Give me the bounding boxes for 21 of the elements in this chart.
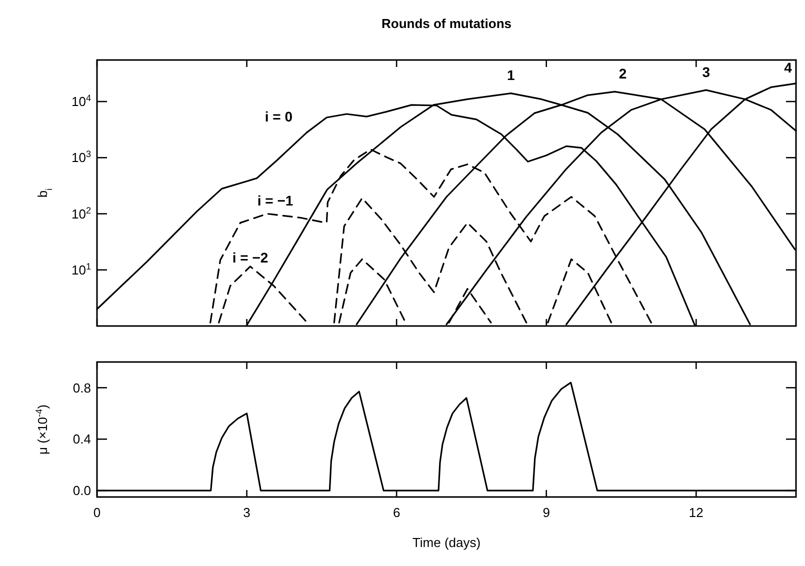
x-tick-label: 6 bbox=[392, 505, 400, 520]
series-label: 4 bbox=[784, 59, 792, 76]
y-tick-label: 10$^{2}$ bbox=[71, 205, 91, 222]
series-label: i = −1 bbox=[257, 192, 294, 209]
y-tick-label: 10$^{3}$ bbox=[71, 149, 91, 166]
x-tick-label: 0 bbox=[93, 505, 101, 520]
y-tick-label: 0.0 bbox=[72, 483, 91, 498]
x-tick-label: 12 bbox=[688, 505, 704, 520]
chart-title: Rounds of mutations bbox=[382, 16, 512, 31]
y-tick-label: 10$^{4}$ bbox=[71, 93, 91, 110]
x-tick-label: 9 bbox=[542, 505, 550, 520]
x-axis-title: Time (days) bbox=[412, 535, 481, 550]
legend-label: 3 bbox=[702, 64, 710, 80]
y-tick-label: 0.4 bbox=[72, 432, 91, 447]
series-label: 1 bbox=[507, 67, 516, 84]
x-tick-label: 3 bbox=[243, 505, 250, 520]
y-tick-label: 10$^{1}$ bbox=[71, 261, 91, 278]
series-label: i = −2 bbox=[232, 249, 268, 266]
series-label: 2 bbox=[618, 66, 627, 82]
y-tick-label: 0.8 bbox=[72, 380, 91, 396]
series-label: i = 0 bbox=[264, 108, 293, 124]
